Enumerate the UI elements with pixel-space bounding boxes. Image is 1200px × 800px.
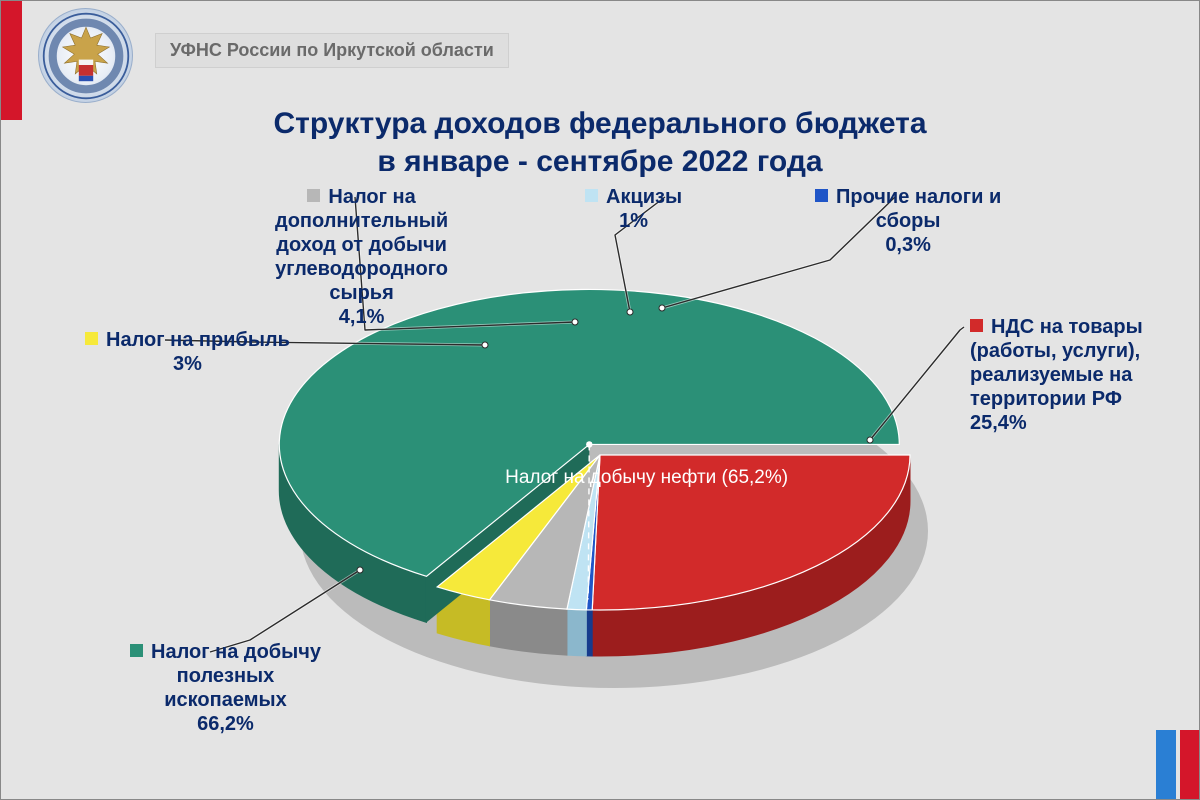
legend-swatch: [307, 189, 320, 202]
org-caption: УФНС России по Иркутской области: [155, 33, 509, 68]
footer-bar-blue: [1156, 730, 1176, 800]
page-title: Структура доходов федерального бюджета в…: [0, 105, 1200, 180]
accent-stripe: [0, 0, 22, 120]
legend-swatch: [85, 332, 98, 345]
footer-accent-bars: [1156, 730, 1200, 800]
pie-chart: НДС на товары(работы, услуги),реализуемы…: [0, 170, 1200, 730]
slice-label: Налог на прибыль3%: [85, 328, 290, 376]
legend-swatch: [130, 644, 143, 657]
legend-swatch: [815, 189, 828, 202]
center-note: Налог на добычу нефти (65,2%): [505, 467, 788, 489]
slice-label: Налог на добычуполезныхископаемых66,2%: [130, 640, 321, 736]
slice-label: Акцизы1%: [585, 185, 682, 233]
fns-logo: [38, 8, 133, 103]
legend-swatch: [970, 319, 983, 332]
title-line-1: Структура доходов федерального бюджета: [273, 107, 926, 140]
slice-label: Прочие налоги исборы0,3%: [815, 185, 1001, 257]
slice-label: Налог надополнительныйдоход от добычиугл…: [275, 185, 448, 329]
slice-label: НДС на товары(работы, услуги),реализуемы…: [970, 315, 1143, 435]
footer-bar-red: [1180, 730, 1200, 800]
legend-swatch: [585, 189, 598, 202]
